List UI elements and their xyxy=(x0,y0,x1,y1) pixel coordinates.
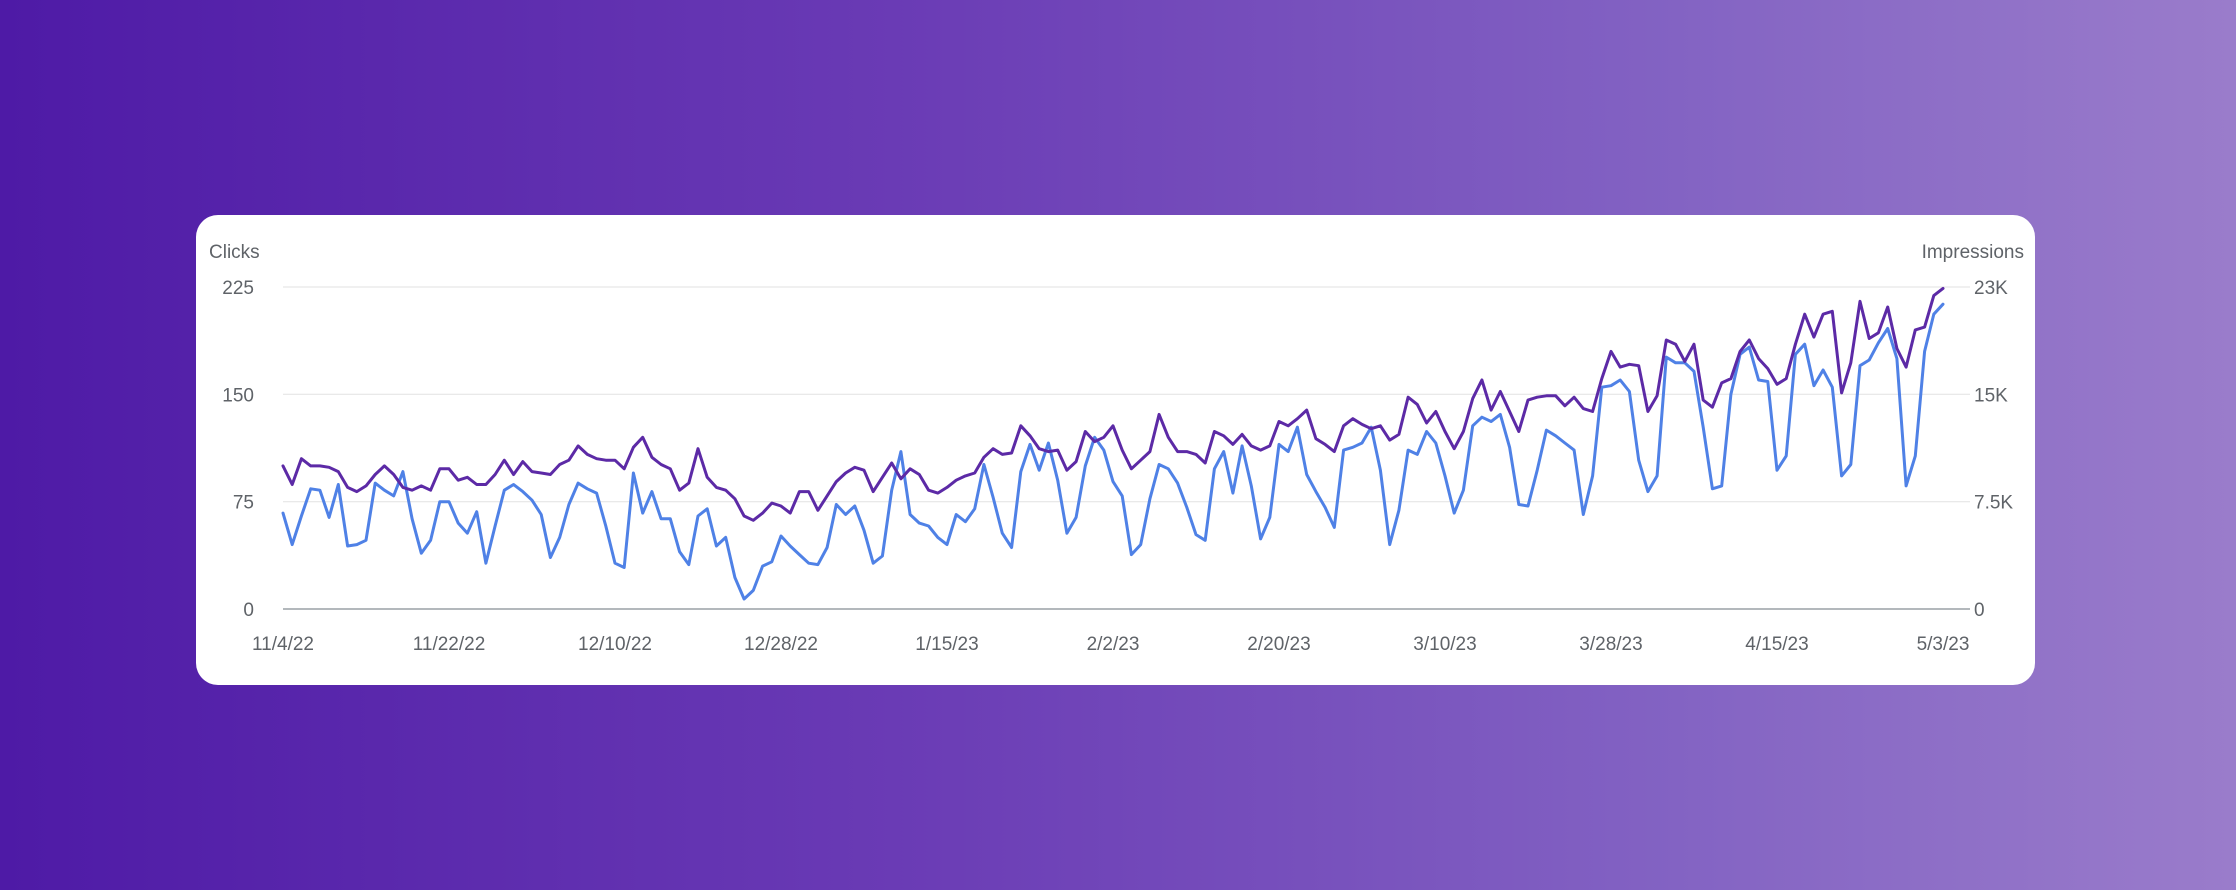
x-tick-label: 4/15/23 xyxy=(1745,634,1808,655)
left-tick-label: 0 xyxy=(243,600,254,621)
right-tick-label: 0 xyxy=(1974,600,1985,621)
x-tick-label: 3/28/23 xyxy=(1579,634,1642,655)
left-tick-label: 75 xyxy=(233,493,254,514)
left-tick-label: 225 xyxy=(222,278,254,299)
x-tick-label: 2/20/23 xyxy=(1247,634,1310,655)
x-tick-label: 1/15/23 xyxy=(915,634,978,655)
left-axis-label: Clicks xyxy=(209,242,260,263)
series-lines xyxy=(281,286,1945,601)
performance-line-chart: Clicks Impressions 0 0 75 7.5K 150 15K 225 23K 1… xyxy=(209,242,2024,655)
chart-card: Clicks Impressions 0 0 75 7.5K 150 15K 225 23K 1… xyxy=(196,215,2035,685)
x-tick-label: 11/4/22 xyxy=(252,634,314,655)
right-tick-label: 23K xyxy=(1974,278,2008,299)
x-tick-label: 11/22/22 xyxy=(413,634,486,655)
right-tick-label: 7.5K xyxy=(1974,493,2013,514)
axis-ticks: 0 0 75 7.5K 150 15K 225 23K 11/4/22 11/22/22 12/10… xyxy=(222,278,2013,655)
clicks-series-line xyxy=(281,302,1945,601)
x-tick-label: 12/28/22 xyxy=(744,634,818,655)
left-tick-label: 150 xyxy=(222,385,254,406)
x-tick-label: 2/2/23 xyxy=(1087,634,1140,655)
x-tick-label: 3/10/23 xyxy=(1413,634,1476,655)
grid-lines xyxy=(283,286,1970,610)
x-tick-label: 5/3/23 xyxy=(1917,634,1970,655)
impressions-series-line xyxy=(281,286,1945,522)
right-axis-label: Impressions xyxy=(1922,242,2024,263)
right-tick-label: 15K xyxy=(1974,385,2008,406)
x-tick-label: 12/10/22 xyxy=(578,634,652,655)
